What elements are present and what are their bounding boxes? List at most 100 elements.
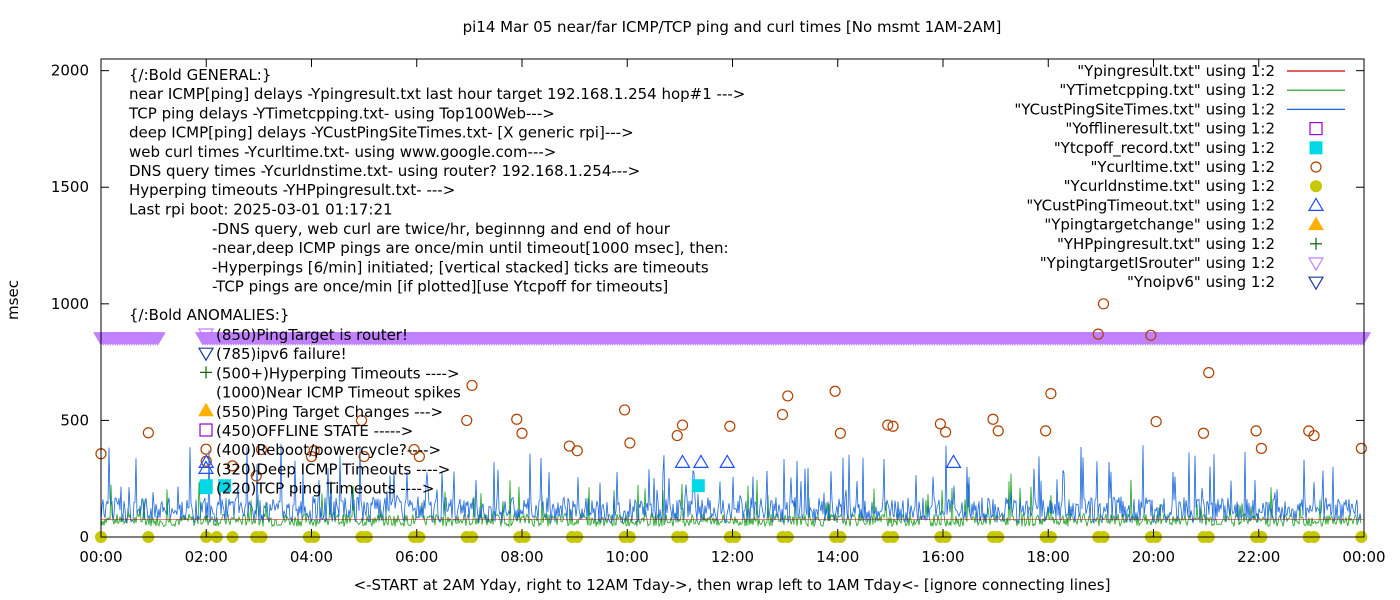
annotation-general: Last rpi boot: 2025-03-01 01:17:21 xyxy=(129,200,393,218)
data-point xyxy=(226,460,239,472)
annotation-general: near ICMP[ping] delays -Ypingresult.txt … xyxy=(129,85,745,103)
x-tick-label: 06:00 xyxy=(395,548,438,566)
data-point xyxy=(940,426,952,438)
anomaly-symbol xyxy=(197,347,215,362)
legend-label: "Ytcpoff_record.txt" using 1:2 xyxy=(1054,139,1275,158)
legend-symbol xyxy=(1307,197,1325,211)
data-point xyxy=(719,454,736,468)
data-point xyxy=(1308,429,1320,442)
data-point xyxy=(987,413,999,425)
x-tick-label: 02:00 xyxy=(185,548,228,566)
y-tick-label: 2000 xyxy=(51,62,89,80)
annotation-anomaly: (220)TCP ping Timeouts ----> xyxy=(216,480,434,498)
legend-label: "YpingtargetISrouter" using 1:2 xyxy=(1040,254,1275,272)
deep-icmp-trace xyxy=(100,443,1362,524)
data-point xyxy=(1097,298,1110,310)
legend-symbol xyxy=(1307,276,1325,291)
legend-symbol xyxy=(1308,216,1324,231)
annotation-note: -TCP pings are once/min [if plotted][use… xyxy=(212,278,668,296)
x-tick-label: 12:00 xyxy=(711,548,754,566)
data-point xyxy=(945,454,962,468)
annotation-general: web curl times -Ycurltime.txt- using www… xyxy=(129,143,556,161)
y-tick-label: 500 xyxy=(60,411,89,429)
legend-label: "YCustPingTimeout.txt" using 1:2 xyxy=(1026,196,1275,214)
data-point xyxy=(992,425,1004,437)
y-tick-label: 1500 xyxy=(51,178,89,196)
data-point xyxy=(934,418,946,430)
legend-label: "Ynoipv6" using 1:2 xyxy=(1127,273,1275,291)
data-point xyxy=(571,445,583,457)
anomaly-symbol xyxy=(199,481,213,495)
data-point xyxy=(674,454,691,468)
data-point xyxy=(1355,442,1367,454)
router-target-marker xyxy=(149,332,166,346)
legend-label: "Ypingresult.txt" using 1:2 xyxy=(1077,62,1275,80)
data-point xyxy=(1203,367,1215,379)
data-point xyxy=(255,443,268,456)
data-point xyxy=(1145,329,1157,341)
annotation-general: TCP ping delays -YTimetcpping.txt- using… xyxy=(128,104,555,122)
annotation-general: deep ICMP[ping] delays -YCustPingSiteTim… xyxy=(129,124,634,142)
annotation-general: {/:Bold GENERAL:} xyxy=(129,66,271,84)
annotation-anomalies-title: {/:Bold ANOMALIES:} xyxy=(129,306,289,324)
data-point xyxy=(218,479,232,493)
data-point xyxy=(691,479,705,493)
annotation-anomaly: (850)PingTarget is router! xyxy=(216,326,408,344)
anomaly-symbol xyxy=(200,443,212,455)
legend-label: "Yofflineresult.txt" using 1:2 xyxy=(1065,120,1275,138)
data-point xyxy=(308,445,320,457)
annotation-note: -DNS query, web curl are twice/hr, begin… xyxy=(212,220,671,238)
data-point xyxy=(776,408,789,421)
data-point xyxy=(511,413,523,425)
data-point xyxy=(1255,442,1267,454)
router-target-marker xyxy=(1355,332,1372,346)
data-point xyxy=(624,437,636,449)
x-tick-label: 20:00 xyxy=(1132,548,1175,566)
data-point xyxy=(692,454,709,468)
legend-label: "YHPpingresult.txt" using 1:2 xyxy=(1057,235,1275,253)
legend-label: "Ycurldnstime.txt" using 1:2 xyxy=(1064,177,1275,195)
legend-symbol xyxy=(1309,121,1323,136)
chart-title: pi14 Mar 05 near/far ICMP/TCP ping and c… xyxy=(463,18,1002,36)
legend-symbol xyxy=(1307,257,1325,272)
legend-symbol xyxy=(1310,161,1322,173)
data-point xyxy=(829,385,841,397)
data-point xyxy=(466,379,478,392)
data-point xyxy=(250,470,262,482)
annotation-anomaly: (785)ipv6 failure! xyxy=(216,345,347,363)
legend-symbol xyxy=(1309,141,1323,155)
annotation-general: Hyperping timeouts -YHPpingresult.txt- -… xyxy=(129,181,455,199)
data-point xyxy=(724,420,736,432)
anomaly-symbol xyxy=(198,402,214,417)
data-point xyxy=(882,419,894,431)
annotation-anomaly: (450)OFFLINE STATE -----> xyxy=(216,422,413,440)
data-point xyxy=(671,429,683,442)
annotation-note: -Hyperpings [6/min] initiated; [vertical… xyxy=(212,258,709,276)
legend-label: "Ypingtargetchange" using 1:2 xyxy=(1044,216,1275,234)
plot-area: 0 500 1000 1500 2000 00:00 02:00 04:00 06:00 08:0… xyxy=(51,58,1386,566)
data-point xyxy=(142,427,154,439)
anomaly-symbol xyxy=(197,328,215,343)
annotation-note: -near,deep ICMP pings are once/min until… xyxy=(212,239,729,257)
data-point xyxy=(461,414,473,427)
annotation-general: DNS query times -Ycurldnstime.txt- using… xyxy=(129,162,640,180)
y-tick-label: 0 xyxy=(79,528,89,546)
data-point xyxy=(1092,328,1104,340)
annotation-anomaly: (1000)Near ICMP Timeout spikes xyxy=(216,384,461,402)
data-point xyxy=(1150,415,1162,428)
data-point xyxy=(834,427,846,439)
data-point xyxy=(782,390,794,402)
x-tick-label: 08:00 xyxy=(500,548,543,566)
anomaly-symbol xyxy=(197,460,215,474)
data-point xyxy=(887,420,899,432)
x-tick-label: 18:00 xyxy=(1027,548,1070,566)
legend-label: "YCustPingSiteTimes.txt" using 1:2 xyxy=(1014,100,1275,118)
legend: "Ypingresult.txt" using 1:2"YTimetcpping… xyxy=(1014,62,1345,291)
y-tick-label: 1000 xyxy=(51,295,89,313)
x-tick-label: 00:00 xyxy=(1342,548,1385,566)
data-point xyxy=(305,450,318,463)
annotation-anomaly: (500+)Hyperping Timeouts ----> xyxy=(216,364,460,382)
data-point xyxy=(619,404,631,416)
